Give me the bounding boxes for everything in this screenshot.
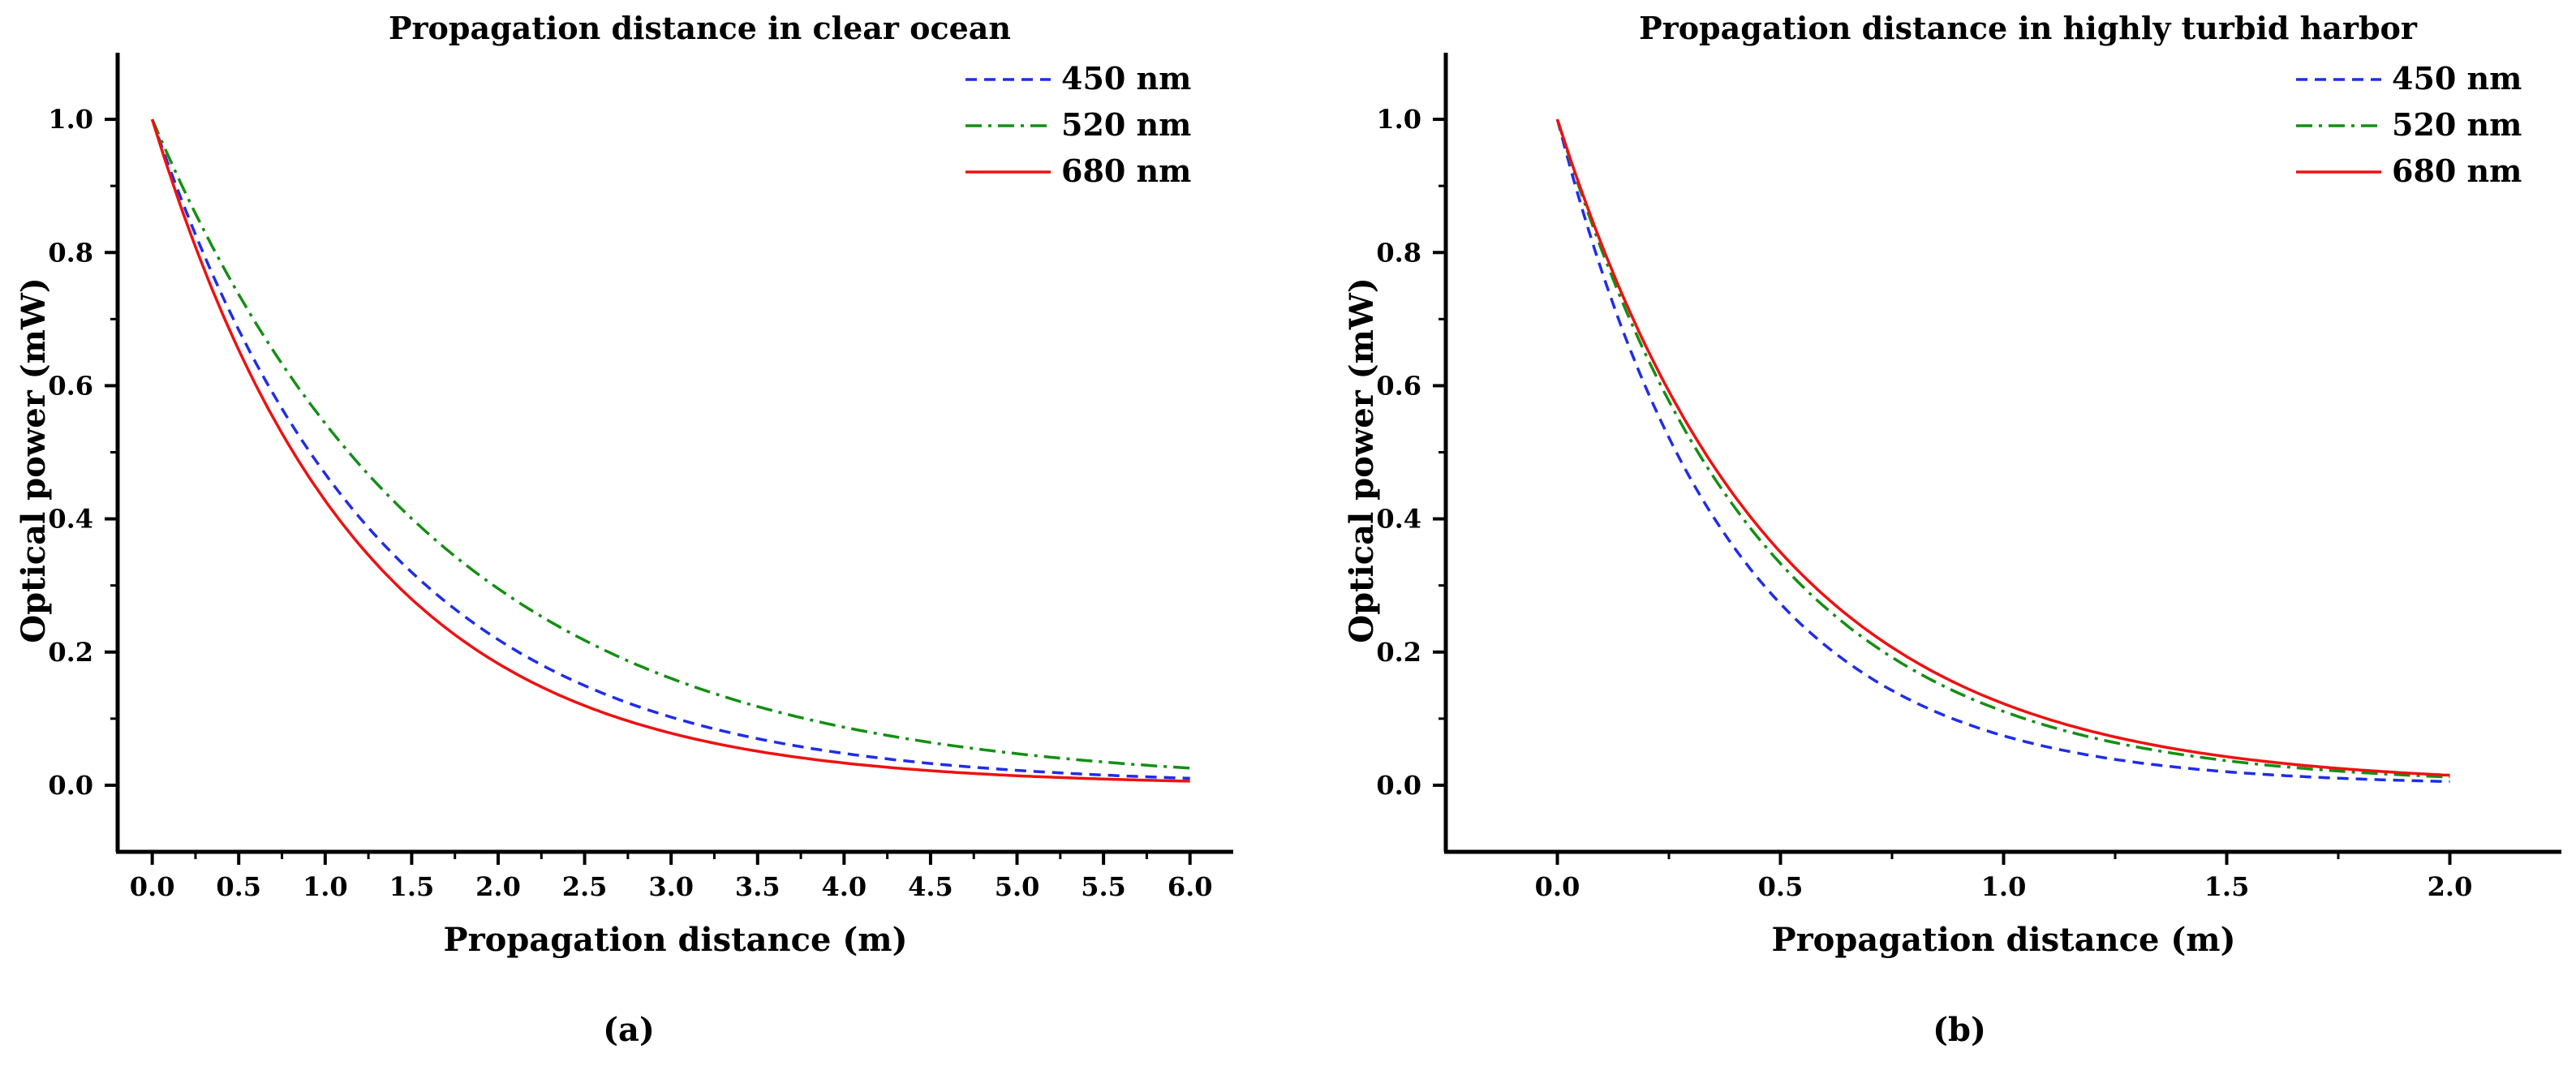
x-tick-label: 5.0	[995, 871, 1040, 902]
x-tick-label: 0.5	[216, 871, 261, 902]
x-tick-label: 1.0	[303, 871, 348, 902]
x-tick-label: 3.5	[735, 871, 781, 902]
x-tick-label: 1.5	[389, 871, 435, 902]
legend-label: 680 nm	[2392, 153, 2522, 189]
y-tick-label: 0.4	[48, 504, 93, 535]
x-axis-label: Propagation distance (m)	[443, 921, 907, 959]
x-tick-label: 2.5	[562, 871, 608, 902]
y-tick-label: 0.8	[1376, 237, 1421, 268]
legend-label: 450 nm	[1061, 60, 1191, 97]
panel-label: (b)	[1933, 1011, 1986, 1049]
y-tick-label: 0.2	[48, 637, 93, 668]
chart-panel-a: 0.0 0.5 1.0 1.5 2.0 2.5 3.0 3.5 4.0 4.5 5.0 5.5 6.0 0…	[15, 10, 1233, 1049]
series-line-450-nm	[1555, 118, 2450, 784]
legend-label: 520 nm	[1061, 106, 1191, 143]
x-tick-label: 6.0	[1168, 871, 1213, 902]
x-tick-label: 1.0	[1981, 871, 2027, 902]
x-tick-label: 0.0	[130, 871, 175, 902]
chart-panel-b: 0.0 0.5 1.0 1.5 2.0 0.0 0.2 0.4 0.6 0.8 1.0 Propaga…	[1343, 10, 2561, 1049]
legend-label: 450 nm	[2392, 60, 2522, 97]
y-tick-label: 1.0	[48, 104, 93, 135]
x-tick-label: 4.0	[822, 871, 867, 902]
x-tick-label: 3.0	[648, 871, 694, 902]
x-tick-label: 4.5	[908, 871, 953, 902]
series-line-520-nm	[1555, 118, 2450, 779]
y-tick-label: 1.0	[1376, 104, 1421, 135]
series-line-520-nm	[150, 118, 1190, 770]
chart-title: Propagation distance in highly turbid ha…	[1639, 10, 2418, 46]
y-tick-label: 0.0	[48, 770, 93, 801]
x-tick-label: 0.0	[1535, 871, 1580, 902]
series-line-450-nm	[150, 118, 1190, 780]
series-line-680-nm	[150, 118, 1190, 783]
x-axis-label: Propagation distance (m)	[1771, 921, 2235, 959]
series-line-680-nm	[1555, 118, 2450, 777]
panel-label: (a)	[603, 1011, 655, 1049]
y-tick-label: 0.0	[1376, 770, 1421, 801]
y-tick-label: 0.8	[48, 237, 93, 268]
y-axis-label: Optical power (mW)	[15, 277, 53, 643]
x-tick-label: 5.5	[1081, 871, 1126, 902]
y-tick-label: 0.4	[1376, 504, 1421, 535]
chart-title: Propagation distance in clear ocean	[389, 10, 1011, 46]
y-tick-label: 0.2	[1376, 637, 1421, 668]
y-tick-label: 0.6	[1376, 370, 1421, 401]
x-tick-label: 2.0	[475, 871, 521, 902]
x-tick-label: 1.5	[2204, 871, 2250, 902]
y-axis-label: Optical power (mW)	[1343, 277, 1381, 643]
x-tick-label: 0.5	[1758, 871, 1804, 902]
legend-label: 520 nm	[2392, 106, 2522, 143]
legend-label: 680 nm	[1061, 153, 1191, 189]
y-tick-label: 0.6	[48, 370, 93, 401]
x-tick-label: 2.0	[2428, 871, 2473, 902]
